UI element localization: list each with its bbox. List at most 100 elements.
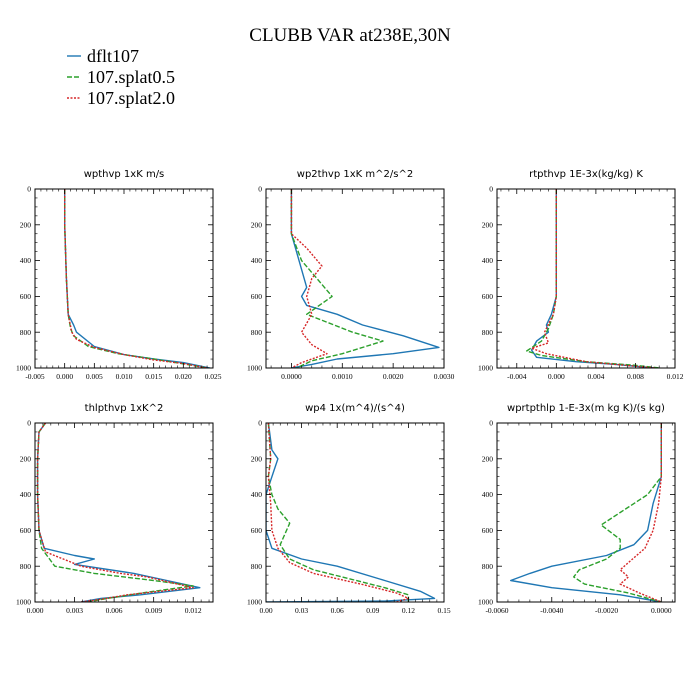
panel-title: thlpthvp 1xK^2	[85, 403, 164, 414]
y-tick-label: 200	[20, 220, 32, 229]
y-tick-label: 800	[251, 328, 263, 337]
y-tick-label: 600	[482, 526, 494, 535]
figure-title: CLUBB VAR at238E,30N	[249, 25, 451, 46]
x-tick-label: 0.009	[145, 606, 162, 615]
panel-2: wp2thvp 1xK m^2/s^2 0 200 400 600 800 1000 0.00…	[247, 169, 455, 381]
x-tick-label: 0.000	[548, 372, 565, 381]
y-tick-label: 800	[20, 562, 32, 571]
y-tick-label: 0	[258, 419, 262, 428]
x-tick-label: 0.15	[437, 606, 450, 615]
panel-title: wp4 1x(m^4)/(s^4)	[305, 403, 405, 414]
y-tick-label: 400	[482, 490, 494, 499]
x-tick-label: 0.00	[259, 606, 272, 615]
panel-1: wpthvp 1xK m/s 0 200 400 600 800 1000-0.005 0.0…	[16, 169, 222, 381]
y-tick-label: 1000	[16, 598, 31, 607]
x-tick-label: 0.010	[116, 372, 133, 381]
y-tick-label: 800	[482, 562, 494, 571]
x-tick-label: 0.015	[145, 372, 162, 381]
x-tick-label: 0.004	[587, 372, 604, 381]
series-line-107.splat0.5	[573, 423, 662, 602]
series-line-107.splat2.0	[36, 423, 194, 602]
y-tick-label: 800	[20, 328, 32, 337]
y-tick-label: 0	[489, 419, 493, 428]
y-tick-label: 0	[258, 185, 262, 194]
x-tick-label: 0.0030	[434, 372, 455, 381]
legend: dflt107 107.splat0.5 107.splat2.0	[67, 46, 175, 108]
x-tick-label: 0.0000	[651, 606, 672, 615]
y-tick-label: 600	[20, 292, 32, 301]
x-tick-label: -0.0040	[540, 606, 563, 615]
panel-6: wprtpthlp 1-E-3x(m kg K)/(s kg) 0 200 400 60…	[478, 403, 676, 615]
panel-3: rtpthvp 1E-3x(kg/kg) K 0 200 400 600 800 1000 -…	[478, 169, 684, 381]
y-tick-label: 200	[251, 454, 263, 463]
series-line-107.splat2.0	[290, 189, 328, 368]
y-tick-label: 600	[482, 292, 494, 301]
x-tick-label: 0.0000	[281, 372, 302, 381]
series-group	[290, 189, 440, 368]
x-tick-label: 0.0010	[332, 372, 353, 381]
x-tick-label: 0.03	[295, 606, 308, 615]
x-tick-label: 0.003	[66, 606, 83, 615]
y-tick-label: 400	[251, 256, 263, 265]
x-tick-label: 0.005	[86, 372, 103, 381]
y-tick-label: 0	[27, 185, 31, 194]
y-tick-label: 600	[20, 526, 32, 535]
series-line-107.splat2.0	[530, 189, 656, 368]
panel-title: wp2thvp 1xK m^2/s^2	[297, 169, 413, 180]
y-tick-label: 0	[27, 419, 31, 428]
series-line-107.splat2.0	[619, 423, 662, 602]
series-line-107.splat2.0	[63, 189, 208, 368]
y-tick-label: 1000	[247, 598, 262, 607]
x-tick-label: 0.000	[56, 372, 73, 381]
x-tick-label: -0.005	[25, 372, 45, 381]
x-tick-label: 0.06	[331, 606, 344, 615]
panel-title: wprtpthlp 1-E-3x(m kg K)/(s kg)	[507, 403, 665, 414]
x-tick-label: 0.006	[106, 606, 123, 615]
x-tick-label: 0.012	[667, 372, 684, 381]
y-tick-label: 400	[251, 490, 263, 499]
y-tick-label: 600	[251, 526, 263, 535]
y-tick-label: 1000	[16, 364, 31, 373]
panel-title: wpthvp 1xK m/s	[84, 169, 165, 180]
x-tick-label: 0.025	[205, 372, 222, 381]
x-tick-label: 0.020	[175, 372, 192, 381]
y-tick-label: 600	[251, 292, 263, 301]
x-tick-label: 0.0020	[383, 372, 404, 381]
series-line-107.splat2.0	[267, 423, 410, 602]
x-tick-label: 0.12	[402, 606, 415, 615]
x-tick-label: 0.09	[366, 606, 379, 615]
y-tick-label: 1000	[247, 364, 262, 373]
series-line-dflt107	[510, 423, 662, 602]
y-tick-label: 200	[482, 220, 494, 229]
series-group	[63, 189, 211, 368]
legend-label-splat2.0: 107.splat2.0	[87, 88, 175, 108]
panel-title: rtpthvp 1E-3x(kg/kg) K	[529, 169, 643, 180]
y-tick-label: 1000	[478, 364, 493, 373]
legend-label-dflt107: dflt107	[87, 46, 139, 66]
x-tick-label: 0.000	[27, 606, 44, 615]
series-group	[510, 423, 662, 602]
x-tick-label: 0.008	[627, 372, 644, 381]
y-tick-label: 200	[251, 220, 263, 229]
series-line-dflt107	[266, 423, 436, 602]
y-tick-label: 200	[482, 454, 494, 463]
x-tick-label: -0.0060	[485, 606, 508, 615]
y-tick-label: 1000	[478, 598, 493, 607]
x-tick-label: -0.0020	[595, 606, 618, 615]
series-line-dflt107	[530, 189, 656, 368]
y-tick-label: 800	[251, 562, 263, 571]
y-tick-label: 800	[482, 328, 494, 337]
y-tick-label: 400	[20, 490, 32, 499]
legend-label-splat0.5: 107.splat0.5	[87, 67, 175, 87]
x-tick-label: 0.012	[185, 606, 202, 615]
series-line-107.splat0.5	[290, 189, 384, 368]
y-tick-label: 400	[20, 256, 32, 265]
y-tick-label: 400	[482, 256, 494, 265]
x-tick-label: -0.004	[507, 372, 527, 381]
y-tick-label: 200	[20, 454, 32, 463]
y-tick-label: 0	[489, 185, 493, 194]
